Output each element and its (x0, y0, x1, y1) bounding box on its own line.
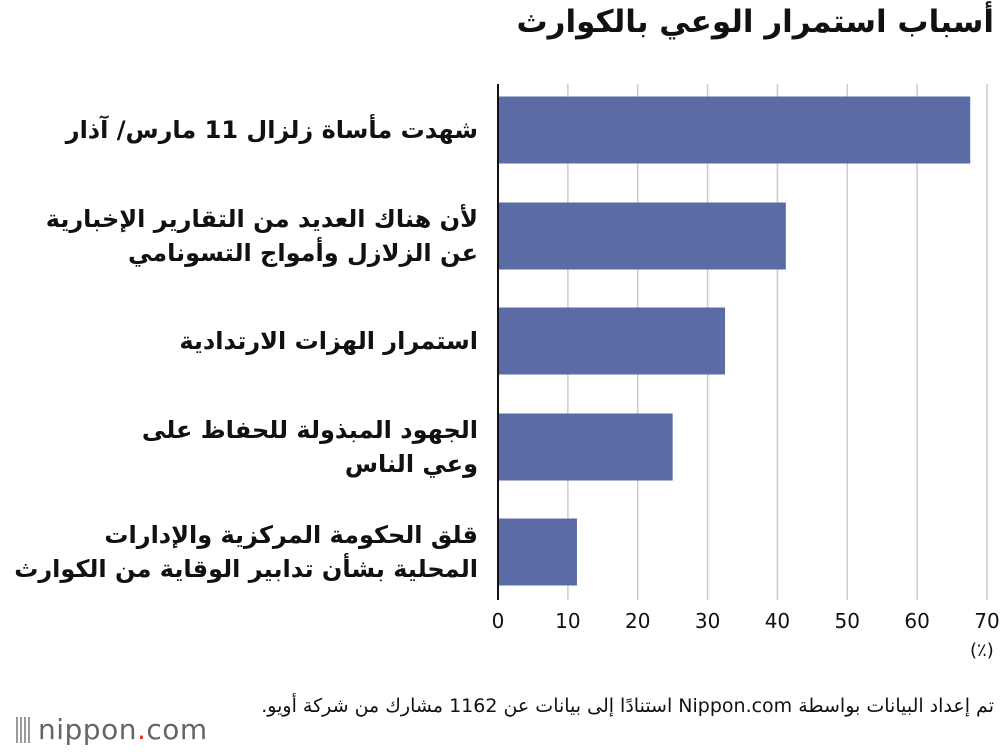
category-label-line: المحلية بشأن تدابير الوقاية من الكوارث (14, 555, 478, 583)
chart-title: أسباب استمرار الوعي بالكوارث (516, 4, 995, 40)
category-label-line: قلق الحكومة المركزية والإدارات (104, 521, 478, 549)
source-note: تم إعداد البيانات بواسطة Nippon.com استن… (261, 695, 994, 717)
brand-suffix: com (146, 713, 208, 746)
x-tick-label: 0 (492, 609, 505, 633)
category-label-line: الجهود المبذولة للحفاظ على (141, 416, 478, 444)
x-tick-label: 60 (904, 609, 929, 633)
brand-dot: . (136, 713, 147, 746)
x-tick-label: 50 (835, 609, 860, 633)
category-label-line: لأن هناك العديد من التقارير الإخبارية (45, 205, 478, 233)
nippon-logo: nippon.com (16, 713, 208, 746)
x-tick-label: 70 (974, 609, 999, 633)
category-label: لأن هناك العديد من التقارير الإخبارية عن … (0, 202, 478, 270)
category-label: شهدت مأساة زلزال 11 مارس/ آذار (0, 113, 478, 147)
x-tick-label: 10 (555, 609, 580, 633)
bar (498, 413, 673, 481)
bar (498, 202, 786, 270)
category-label: قلق الحكومة المركزية والإدارات المحلية بش… (0, 518, 478, 586)
bar (498, 96, 971, 164)
bar (498, 307, 726, 375)
unit-label: (٪) (970, 640, 994, 661)
bar-chart: 0 10 20 30 40 50 60 70 (492, 84, 1000, 633)
category-label: استمرار الهزات الارتدادية (0, 324, 478, 358)
bar (498, 518, 577, 586)
category-label-line: استمرار الهزات الارتدادية (179, 327, 478, 355)
x-tick-label: 40 (765, 609, 790, 633)
category-label: الجهود المبذولة للحفاظ على وعي الناس (0, 413, 478, 481)
category-label-line: وعي الناس (344, 450, 478, 478)
x-tick-label: 20 (625, 609, 650, 633)
category-label-line: عن الزلازل وأمواج التسونامي (128, 239, 478, 267)
x-tick-label: 30 (695, 609, 720, 633)
brand-name: nippon (38, 713, 137, 746)
logo-bars-icon (16, 717, 32, 743)
category-label-line: شهدت مأساة زلزال 11 مارس/ آذار (65, 116, 478, 144)
